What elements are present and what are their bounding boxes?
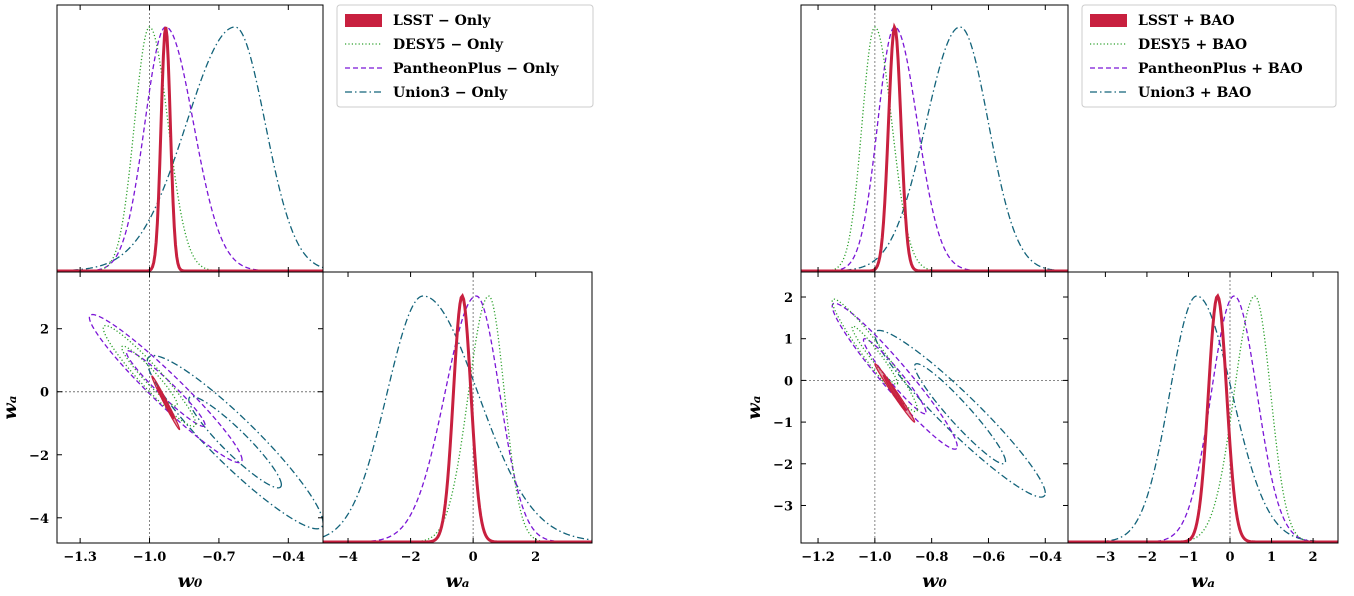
legend-box xyxy=(1081,4,1337,108)
legend: LSST − Only DESY5 − Only PantheonPlus − On… xyxy=(336,4,594,108)
axis-label-wa-y: wₐ xyxy=(0,395,21,419)
contour-1sigma-union3 xyxy=(188,395,283,489)
series-lsst xyxy=(801,22,1338,543)
wa-y-axis-tick-label: −4 xyxy=(29,512,49,527)
ticks: −1.3 −1.0 −0.7 −0.4 −4 −2 0 2 −4 −2 0 2 xyxy=(29,5,540,565)
legend-label-desy5: DESY5 − Only xyxy=(393,37,504,53)
wa-y-axis-tick-label: −2 xyxy=(773,458,793,473)
axis-label-wa-y: wₐ xyxy=(743,395,765,419)
marginal-wa-union3 xyxy=(323,295,592,541)
contour-1sigma-lsst xyxy=(157,386,175,420)
marginal-w0-lsst xyxy=(801,22,1068,272)
reference-lines xyxy=(57,5,474,543)
contour-2sigma-lsst xyxy=(874,363,916,423)
contour-2sigma-pantheon xyxy=(831,302,958,450)
contour-1sigma-pantheon xyxy=(125,350,206,428)
w0-axis-tick-label: −1.0 xyxy=(133,550,167,565)
wa-y-axis-tick-label: −3 xyxy=(773,499,793,514)
wa-x-axis-tick-label: −2 xyxy=(1137,550,1157,565)
ticks: −1.2 −1.0 −0.8 −0.6 −0.4 −3 −2 −1 0 1 2 −3 −2 −1 0 1 2 xyxy=(773,5,1318,565)
wa-x-axis-tick-label: 1 xyxy=(1267,550,1276,565)
legend-label-desy5: DESY5 + BAO xyxy=(1138,37,1247,53)
reference-lines xyxy=(801,5,1231,543)
axis-label-wa-x: wₐ xyxy=(1191,570,1215,592)
legend-swatch-lsst xyxy=(1090,14,1127,27)
w0-axis-tick-label: −0.4 xyxy=(272,550,306,565)
w0-axis-tick-label: −0.7 xyxy=(202,550,236,565)
contour-2sigma-lsst xyxy=(151,375,181,431)
wa-y-axis-tick-label: 2 xyxy=(40,323,49,338)
axis-label-wa-x: wₐ xyxy=(445,570,469,592)
marginal-w0-union3 xyxy=(57,26,323,272)
w0-axis-tick-label: −0.4 xyxy=(1029,550,1063,565)
axes-frame-br xyxy=(322,271,593,544)
w0-axis-tick-label: −1.0 xyxy=(858,550,892,565)
wa-y-axis-tick-label: 2 xyxy=(784,291,793,306)
marginal-w0-desy5 xyxy=(57,26,323,272)
contour-2sigma-desy5 xyxy=(831,298,919,413)
marginal-wa-lsst xyxy=(323,293,592,543)
axis-label-w0: w₀ xyxy=(178,570,203,592)
wa-y-axis-tick-label: 0 xyxy=(40,386,49,401)
contour-1sigma-lsst xyxy=(882,374,907,412)
wa-y-axis-tick-label: 1 xyxy=(784,333,793,348)
marginal-wa-union3 xyxy=(1068,295,1338,543)
w0-axis-tick-label: −1.2 xyxy=(801,550,835,565)
axes-frame-bl xyxy=(800,271,1069,544)
contour-1sigma-pantheon xyxy=(862,338,927,415)
legend-label-pantheon: PantheonPlus + BAO xyxy=(1138,61,1303,77)
series-union3 xyxy=(57,26,592,541)
wa-x-axis-tick-label: −1 xyxy=(1178,550,1198,565)
marginal-w0-pantheon xyxy=(57,26,323,272)
axes-frame-bl xyxy=(56,271,324,544)
wa-x-axis-tick-label: 2 xyxy=(531,550,540,565)
marginal-w0-lsst xyxy=(57,26,323,272)
series-lsst xyxy=(57,26,592,543)
marginal-w0-union3 xyxy=(801,26,1068,272)
legend-label-pantheon: PantheonPlus − Only xyxy=(393,61,560,77)
contour-1sigma-desy5 xyxy=(851,325,899,386)
legend-label-lsst: LSST − Only xyxy=(393,13,491,29)
wa-x-axis-tick-label: −2 xyxy=(401,550,421,565)
contour-2sigma-union3 xyxy=(874,329,1046,498)
w0-axis-tick-label: −0.6 xyxy=(972,550,1006,565)
axis-label-w0: w₀ xyxy=(922,570,947,592)
legend-label-union3: Union3 + BAO xyxy=(1138,85,1251,101)
wa-x-axis-tick-label: −3 xyxy=(1095,550,1115,565)
legend-box xyxy=(336,4,594,108)
legend-label-union3: Union3 − Only xyxy=(393,85,508,101)
axes-frame-br xyxy=(1067,271,1339,544)
marginal-wa-desy5 xyxy=(1068,295,1338,543)
axes-frame-tl xyxy=(800,4,1069,273)
corner-panel-right: −1.2 −1.0 −0.8 −0.6 −0.4 −3 −2 −1 0 1 2 −3 −2 −1 0 1 2 w₀… xyxy=(743,4,1339,592)
w0-axis-tick-label: −1.3 xyxy=(63,550,97,565)
legend-swatch-lsst xyxy=(345,14,382,27)
wa-x-axis-tick-label: 0 xyxy=(1225,550,1234,565)
marginal-w0-desy5 xyxy=(801,26,1068,272)
marginal-wa-pantheon xyxy=(1068,295,1338,543)
corner-panel-left: −1.3 −1.0 −0.7 −0.4 −4 −2 0 2 −4 −2 0 2 w₀ wₐ wₐ LSST −… xyxy=(0,4,594,592)
contour-2sigma-desy5 xyxy=(102,324,197,428)
contour-2sigma-union3 xyxy=(146,354,323,530)
contour-2sigma-pantheon xyxy=(88,313,243,464)
marginal-w0-pantheon xyxy=(801,26,1068,272)
legend-label-lsst: LSST + BAO xyxy=(1138,13,1235,29)
legend: LSST + BAO DESY5 + BAO PantheonPlus + BAO U… xyxy=(1081,4,1337,108)
wa-y-axis-tick-label: 0 xyxy=(784,374,793,389)
wa-x-axis-tick-label: −4 xyxy=(338,550,358,565)
contour-1sigma-union3 xyxy=(913,363,1007,465)
wa-y-axis-tick-label: −1 xyxy=(773,416,793,431)
marginal-wa-lsst xyxy=(1068,293,1338,543)
wa-x-axis-tick-label: 2 xyxy=(1309,550,1318,565)
wa-x-axis-tick-label: 0 xyxy=(469,550,478,565)
w0-axis-tick-label: −0.8 xyxy=(915,550,949,565)
wa-y-axis-tick-label: −2 xyxy=(29,449,49,464)
axes-frame-tl xyxy=(56,4,324,273)
